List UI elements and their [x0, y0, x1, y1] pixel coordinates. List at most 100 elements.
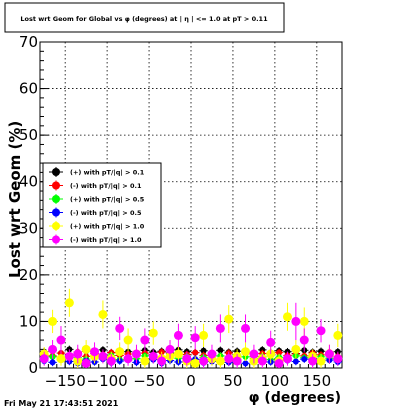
legend-marker [52, 195, 60, 203]
y-axis-label: Lost wrt Geom (%) [6, 121, 24, 278]
data-point [241, 347, 251, 357]
title-box [4, 2, 285, 33]
data-point [98, 309, 108, 319]
legend-label: (-) with pT/|q| > 0.5 [70, 209, 142, 218]
data-point [274, 358, 284, 368]
data-point [333, 330, 343, 340]
data-point [81, 358, 91, 368]
data-point [316, 356, 326, 366]
data-point [199, 356, 209, 366]
legend-marker [52, 168, 60, 176]
legend-entries: (+) with pT/|q| > 0.1 (-) with pT/|q| > 0… [49, 167, 145, 245]
data-point [276, 349, 283, 356]
x-tick-label: −100 [87, 372, 128, 390]
x-axis-label: φ (degrees) [249, 390, 341, 406]
data-point [56, 354, 66, 364]
data-point [64, 298, 74, 308]
legend: (+) with pT/|q| > 0.1 (-) with pT/|q| > 0… [42, 162, 162, 248]
x-tick-label: 50 [223, 372, 242, 390]
data-point [140, 335, 150, 345]
legend-label: (-) with pT/|q| > 1.0 [70, 236, 142, 245]
data-point [115, 347, 125, 357]
data-point [282, 354, 292, 364]
data-point [215, 323, 225, 333]
legend-marker [52, 222, 60, 230]
data-point [292, 358, 299, 365]
data-point [316, 326, 326, 336]
data-point [224, 354, 234, 364]
legend-box [42, 162, 162, 248]
data-point [123, 335, 133, 345]
data-point [106, 356, 116, 366]
legend-marker [52, 235, 60, 244]
data-point [48, 344, 58, 354]
data-point [241, 323, 251, 333]
y-tick-label: 20 [19, 266, 38, 284]
y-axis-ticks: 0 10 20 30 40 50 60 70 [19, 33, 49, 377]
x-tick-label: −150 [45, 372, 86, 390]
x-tick-label: 150 [303, 372, 332, 390]
data-point [192, 349, 199, 356]
legend-marker [52, 181, 60, 190]
y-tick-label: 10 [19, 312, 38, 330]
data-point [190, 358, 200, 368]
data-point [157, 356, 167, 366]
y-tick-label: 60 [19, 80, 38, 98]
data-point [266, 337, 276, 347]
data-point [90, 347, 100, 357]
x-tick-label: −50 [133, 372, 165, 390]
timestamp: Fri May 21 17:43:51 2021 [4, 399, 119, 408]
data-point [148, 328, 158, 338]
data-point [249, 349, 259, 359]
data-point [64, 351, 74, 361]
legend-label: (+) with pT/|q| > 0.1 [70, 169, 145, 178]
data-point [291, 316, 301, 326]
series-6 [39, 302, 343, 368]
data-point [199, 330, 209, 340]
data-point [324, 349, 334, 359]
data-point [81, 344, 91, 354]
y-tick-label: 70 [19, 33, 38, 51]
data-point [333, 354, 343, 364]
data-point [165, 344, 175, 354]
data-point [73, 349, 83, 359]
y-tick-label: 50 [19, 126, 38, 144]
y-tick-label: 30 [19, 219, 38, 237]
x-axis-ticks: −150 −100 −50 0 50 100 150 [39, 359, 343, 390]
data-point [282, 312, 292, 322]
data-point [190, 333, 200, 343]
data-point [301, 356, 308, 363]
data-point [182, 354, 192, 364]
data-point [224, 314, 234, 324]
data-point [217, 347, 224, 354]
data-point [131, 349, 141, 359]
data-point [215, 356, 225, 366]
legend-label: (+) with pT/|q| > 0.5 [70, 196, 145, 205]
data-point [308, 356, 318, 366]
y-tick-label: 40 [19, 173, 38, 191]
data-point [98, 351, 108, 361]
data-point [123, 354, 133, 364]
x-tick-label: 0 [186, 372, 196, 390]
data-point [207, 349, 217, 359]
data-point [173, 330, 183, 340]
data-point [232, 356, 242, 366]
data-point [173, 349, 183, 359]
data-point [148, 351, 158, 361]
data-point [48, 316, 58, 326]
series-5 [39, 288, 343, 368]
data-point [56, 335, 66, 345]
data-point [291, 344, 301, 354]
data-point [115, 323, 125, 333]
x-tick-label: 100 [261, 372, 290, 390]
legend-label: (-) with pT/|q| > 0.1 [70, 182, 142, 191]
legend-label: (+) with pT/|q| > 1.0 [70, 223, 145, 232]
data-point [200, 347, 207, 354]
y-tick-label: 0 [28, 359, 38, 377]
chart-title: Lost wrt Geom for Global vs φ (degrees) … [20, 15, 268, 24]
data-point [49, 359, 56, 366]
data-point [39, 354, 49, 364]
data-point [299, 316, 309, 326]
data-series [39, 288, 343, 368]
